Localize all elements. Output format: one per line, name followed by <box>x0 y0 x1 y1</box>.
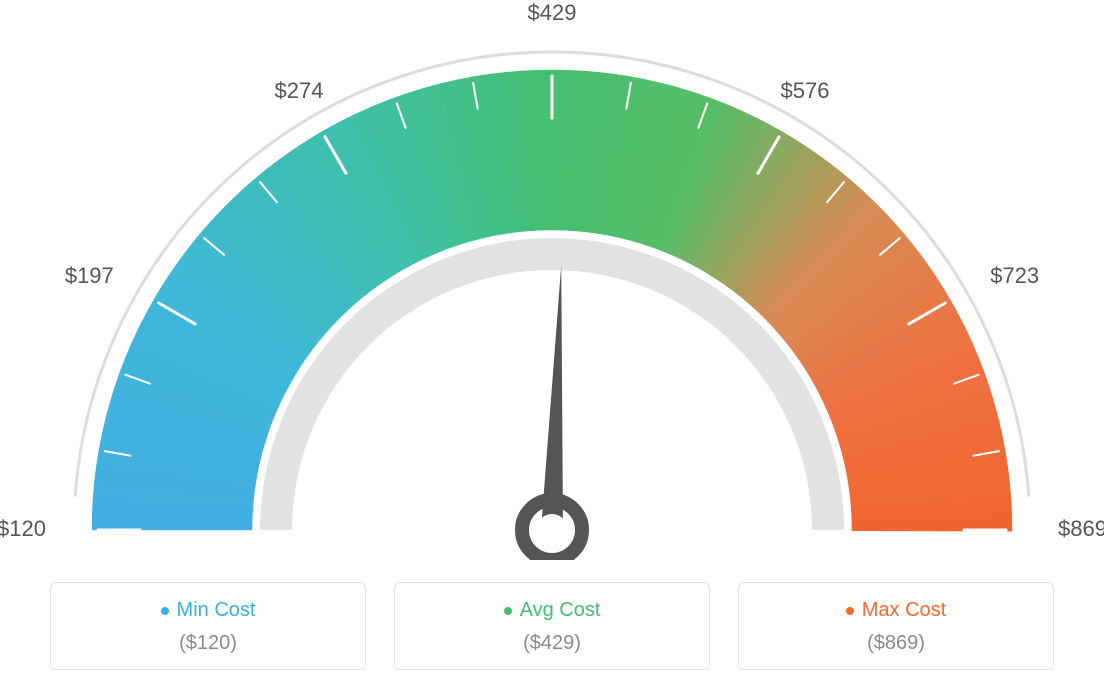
legend-text-avg: Avg Cost <box>520 599 601 622</box>
svg-text:$869: $869 <box>1058 516 1104 541</box>
legend-label-min: Min Cost <box>161 599 256 622</box>
svg-text:$576: $576 <box>781 78 830 103</box>
legend-dot-avg <box>504 607 512 615</box>
svg-text:$197: $197 <box>65 263 114 288</box>
svg-text:$429: $429 <box>528 0 577 25</box>
svg-text:$723: $723 <box>990 263 1039 288</box>
svg-text:$120: $120 <box>0 516 46 541</box>
legend-text-min: Min Cost <box>177 599 256 622</box>
legend-card-avg: Avg Cost ($429) <box>394 582 710 670</box>
gauge-area: $120 $197 $274 $429 $576 $723 $869 <box>0 0 1104 560</box>
legend-card-max: Max Cost ($869) <box>738 582 1054 670</box>
legend-value-avg: ($429) <box>405 632 699 655</box>
legend-label-avg: Avg Cost <box>504 599 601 622</box>
legend-text-max: Max Cost <box>862 599 946 622</box>
svg-text:$274: $274 <box>275 78 324 103</box>
legend-card-min: Min Cost ($120) <box>50 582 366 670</box>
legend-row: Min Cost ($120) Avg Cost ($429) Max Cost… <box>0 582 1104 670</box>
legend-dot-max <box>846 607 854 615</box>
legend-dot-min <box>161 607 169 615</box>
legend-value-max: ($869) <box>749 632 1043 655</box>
legend-label-max: Max Cost <box>846 599 946 622</box>
cost-gauge-chart: $120 $197 $274 $429 $576 $723 $869 Min Cost ($… <box>0 0 1104 690</box>
legend-value-min: ($120) <box>61 632 355 655</box>
gauge-svg: $120 $197 $274 $429 $576 $723 $869 <box>0 0 1104 560</box>
